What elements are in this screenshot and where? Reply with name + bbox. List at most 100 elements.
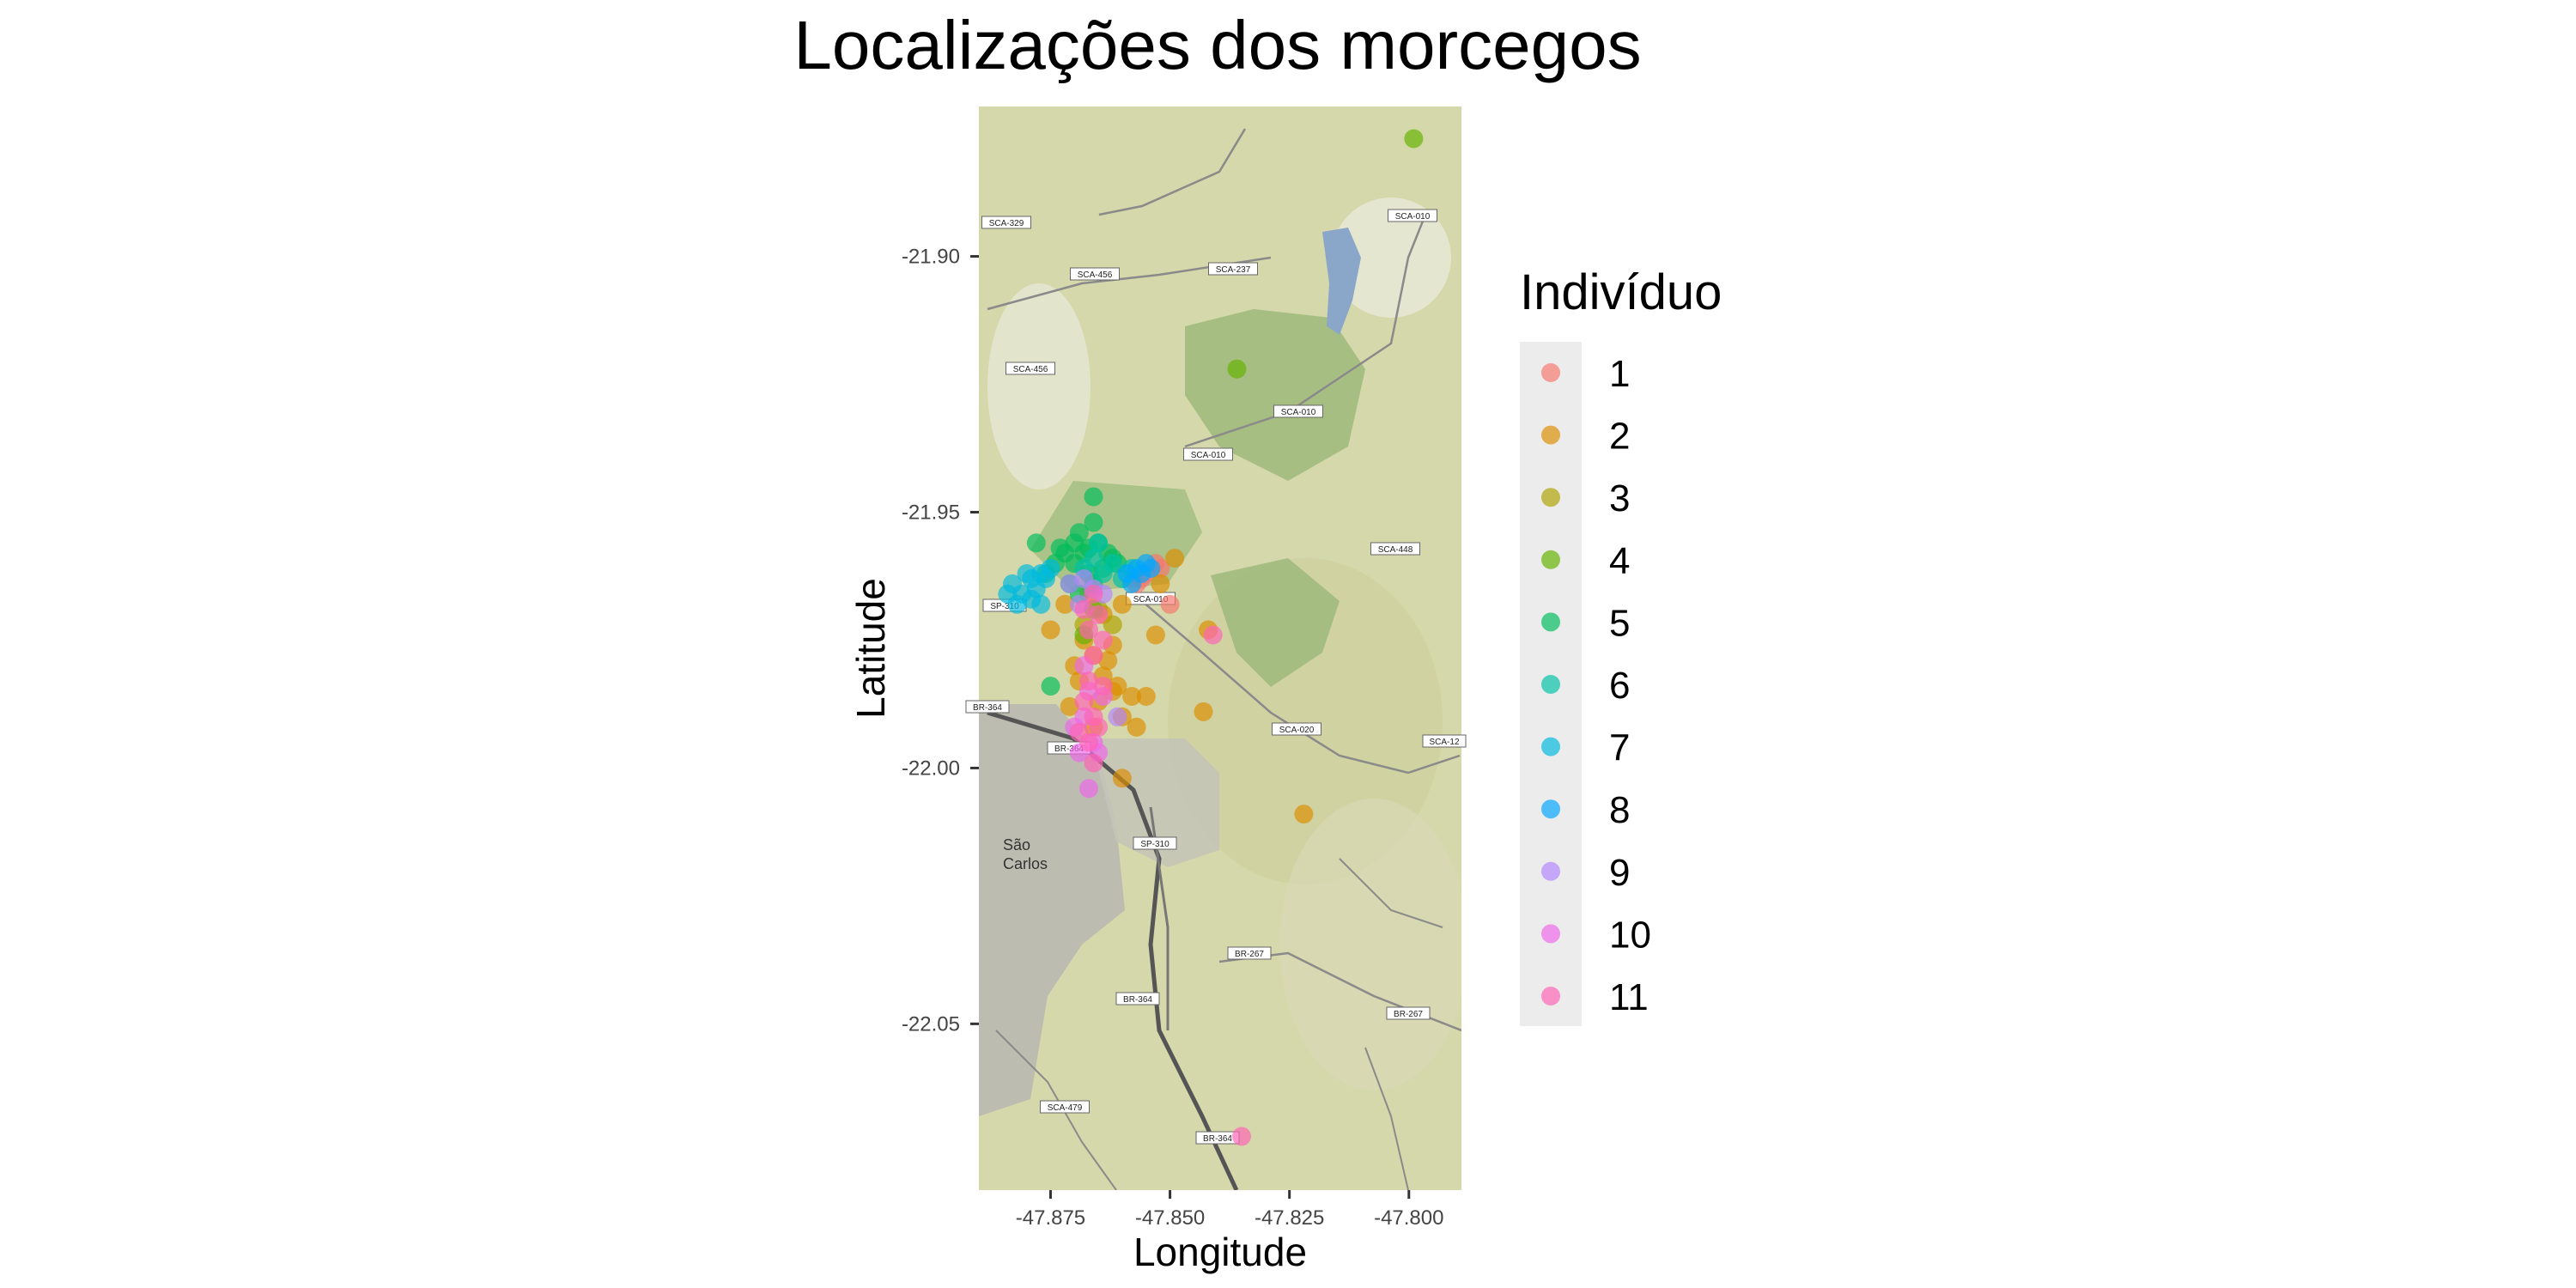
legend-label-5: 5 [1609, 602, 1630, 644]
map-road-label: BR-364 [973, 703, 1002, 713]
data-point-series-11 [1084, 646, 1103, 665]
y-tick-label: -21.90 [902, 246, 960, 269]
map-place-label: São [1003, 836, 1030, 854]
map-road-label: SCA-010 [1281, 408, 1316, 417]
data-point-series-5 [1041, 677, 1060, 696]
data-point-series-11 [1074, 599, 1094, 619]
map-road-label: SP-310 [990, 602, 1019, 611]
data-point-series-2 [1041, 620, 1060, 640]
map-road-label: SCA-020 [1279, 726, 1315, 735]
legend: Indivíduo 1 2 3 4 5 6 7 8 9 10 11 [1520, 264, 1722, 1026]
data-point-series-2 [1122, 687, 1142, 706]
data-point-series-8 [1141, 559, 1161, 578]
x-tick-label: -47.850 [1135, 1206, 1205, 1230]
data-point-series-5 [1084, 513, 1103, 532]
legend-key-2 [1541, 425, 1560, 445]
data-point-series-6 [1093, 564, 1113, 583]
map-road-label: SCA-237 [1216, 265, 1251, 275]
map-road-label: SP-310 [1140, 840, 1170, 849]
legend-label-8: 8 [1609, 789, 1630, 831]
data-point-series-11 [1079, 620, 1098, 640]
y-tick-label: -21.95 [902, 501, 960, 525]
map-road-labels: SCA-329 SCA-456 SCA-237 SCA-010 SCA-456 SCA-0… [965, 209, 1467, 1145]
y-axis: -21.90 -21.95 -22.00 -22.05 [902, 246, 979, 1036]
legend-label-11: 11 [1609, 976, 1649, 1018]
data-point-series-4 [1404, 129, 1424, 149]
legend-key-1 [1541, 363, 1560, 382]
legend-key-8 [1541, 799, 1560, 819]
x-axis: -47.875 -47.850 -47.825 -47.800 [1016, 1190, 1443, 1230]
legend-label-10: 10 [1609, 914, 1651, 956]
map-road-label: SCA-12 [1429, 738, 1459, 747]
legend-title: Indivíduo [1520, 264, 1722, 320]
x-tick-label: -47.800 [1374, 1206, 1443, 1230]
map-road-label: SCA-329 [989, 219, 1024, 228]
data-point-series-2 [1151, 574, 1170, 593]
map-road-label: BR-364 [1203, 1134, 1232, 1144]
data-point-series-11 [1084, 753, 1103, 773]
data-point-series-2 [1294, 805, 1314, 824]
chart-title: Localizações dos morcegos [793, 7, 1641, 83]
legend-label-2: 2 [1609, 416, 1630, 458]
data-point-series-5 [1050, 538, 1070, 558]
map-road-label: BR-267 [1235, 950, 1264, 959]
data-point-series-2 [1108, 677, 1127, 696]
data-point-series-11 [1203, 625, 1223, 645]
legend-key-9 [1541, 861, 1560, 881]
data-point-series-9 [1060, 574, 1079, 593]
legend-label-9: 9 [1609, 852, 1630, 894]
x-tick-label: -47.875 [1016, 1206, 1085, 1230]
data-point-series-3 [1103, 615, 1122, 635]
data-point-series-7 [1041, 559, 1060, 578]
legend-label-4: 4 [1609, 540, 1630, 582]
legend-key-11 [1541, 987, 1560, 1005]
data-point-series-11 [1074, 692, 1094, 711]
map-road-label: SCA-010 [1191, 451, 1226, 460]
data-point-series-7 [998, 584, 1018, 604]
map-road-label: SCA-456 [1013, 365, 1048, 374]
data-point-series-11 [1232, 1127, 1251, 1146]
map-place-label: Carlos [1003, 855, 1048, 872]
data-point-series-2 [1136, 687, 1156, 706]
data-point-series-5 [1084, 487, 1103, 507]
data-point-series-4 [1227, 359, 1247, 379]
map-road-label: SCA-010 [1395, 212, 1431, 222]
data-point-series-11 [1093, 677, 1113, 696]
y-tick-label: -22.05 [902, 1012, 960, 1036]
map-road-label: BR-364 [1054, 744, 1084, 754]
y-axis-title: Latitude [848, 578, 893, 719]
legend-key-10 [1541, 924, 1560, 944]
data-point-series-5 [1065, 533, 1084, 553]
map-road-label: SCA-010 [1133, 595, 1169, 605]
map-road-label: SCA-448 [1378, 545, 1413, 555]
data-point-series-2 [1060, 696, 1079, 716]
data-point-series-11 [1084, 584, 1103, 604]
data-point-series-11 [1079, 671, 1098, 691]
data-point-series-2 [1112, 594, 1132, 614]
data-point-series-2 [1055, 594, 1075, 614]
y-tick-label: -22.00 [902, 756, 960, 780]
data-point-series-2 [1165, 549, 1185, 568]
legend-key-6 [1541, 675, 1560, 694]
data-point-series-9 [1108, 707, 1127, 726]
data-point-series-11 [1093, 630, 1113, 650]
legend-key-5 [1541, 612, 1560, 632]
data-point-series-2 [1127, 717, 1146, 737]
data-point-series-7 [1031, 594, 1051, 614]
legend-label-7: 7 [1609, 727, 1630, 769]
x-tick-label: -47.825 [1255, 1206, 1324, 1230]
data-point-series-5 [1026, 533, 1046, 553]
data-point-series-6 [1084, 549, 1103, 568]
legend-key-4 [1541, 550, 1560, 569]
legend-key-7 [1541, 737, 1560, 756]
map-road-label: SCA-479 [1048, 1103, 1083, 1113]
data-point-series-1 [1160, 594, 1180, 614]
legend-key-3 [1541, 488, 1560, 507]
legend-label-3: 3 [1609, 477, 1630, 519]
map-road-label: BR-267 [1394, 1010, 1423, 1019]
data-point-series-2 [1098, 651, 1118, 671]
data-point-series-6 [1089, 533, 1109, 553]
data-point-series-2 [1145, 625, 1165, 645]
map-road-label: BR-364 [1123, 995, 1152, 1005]
